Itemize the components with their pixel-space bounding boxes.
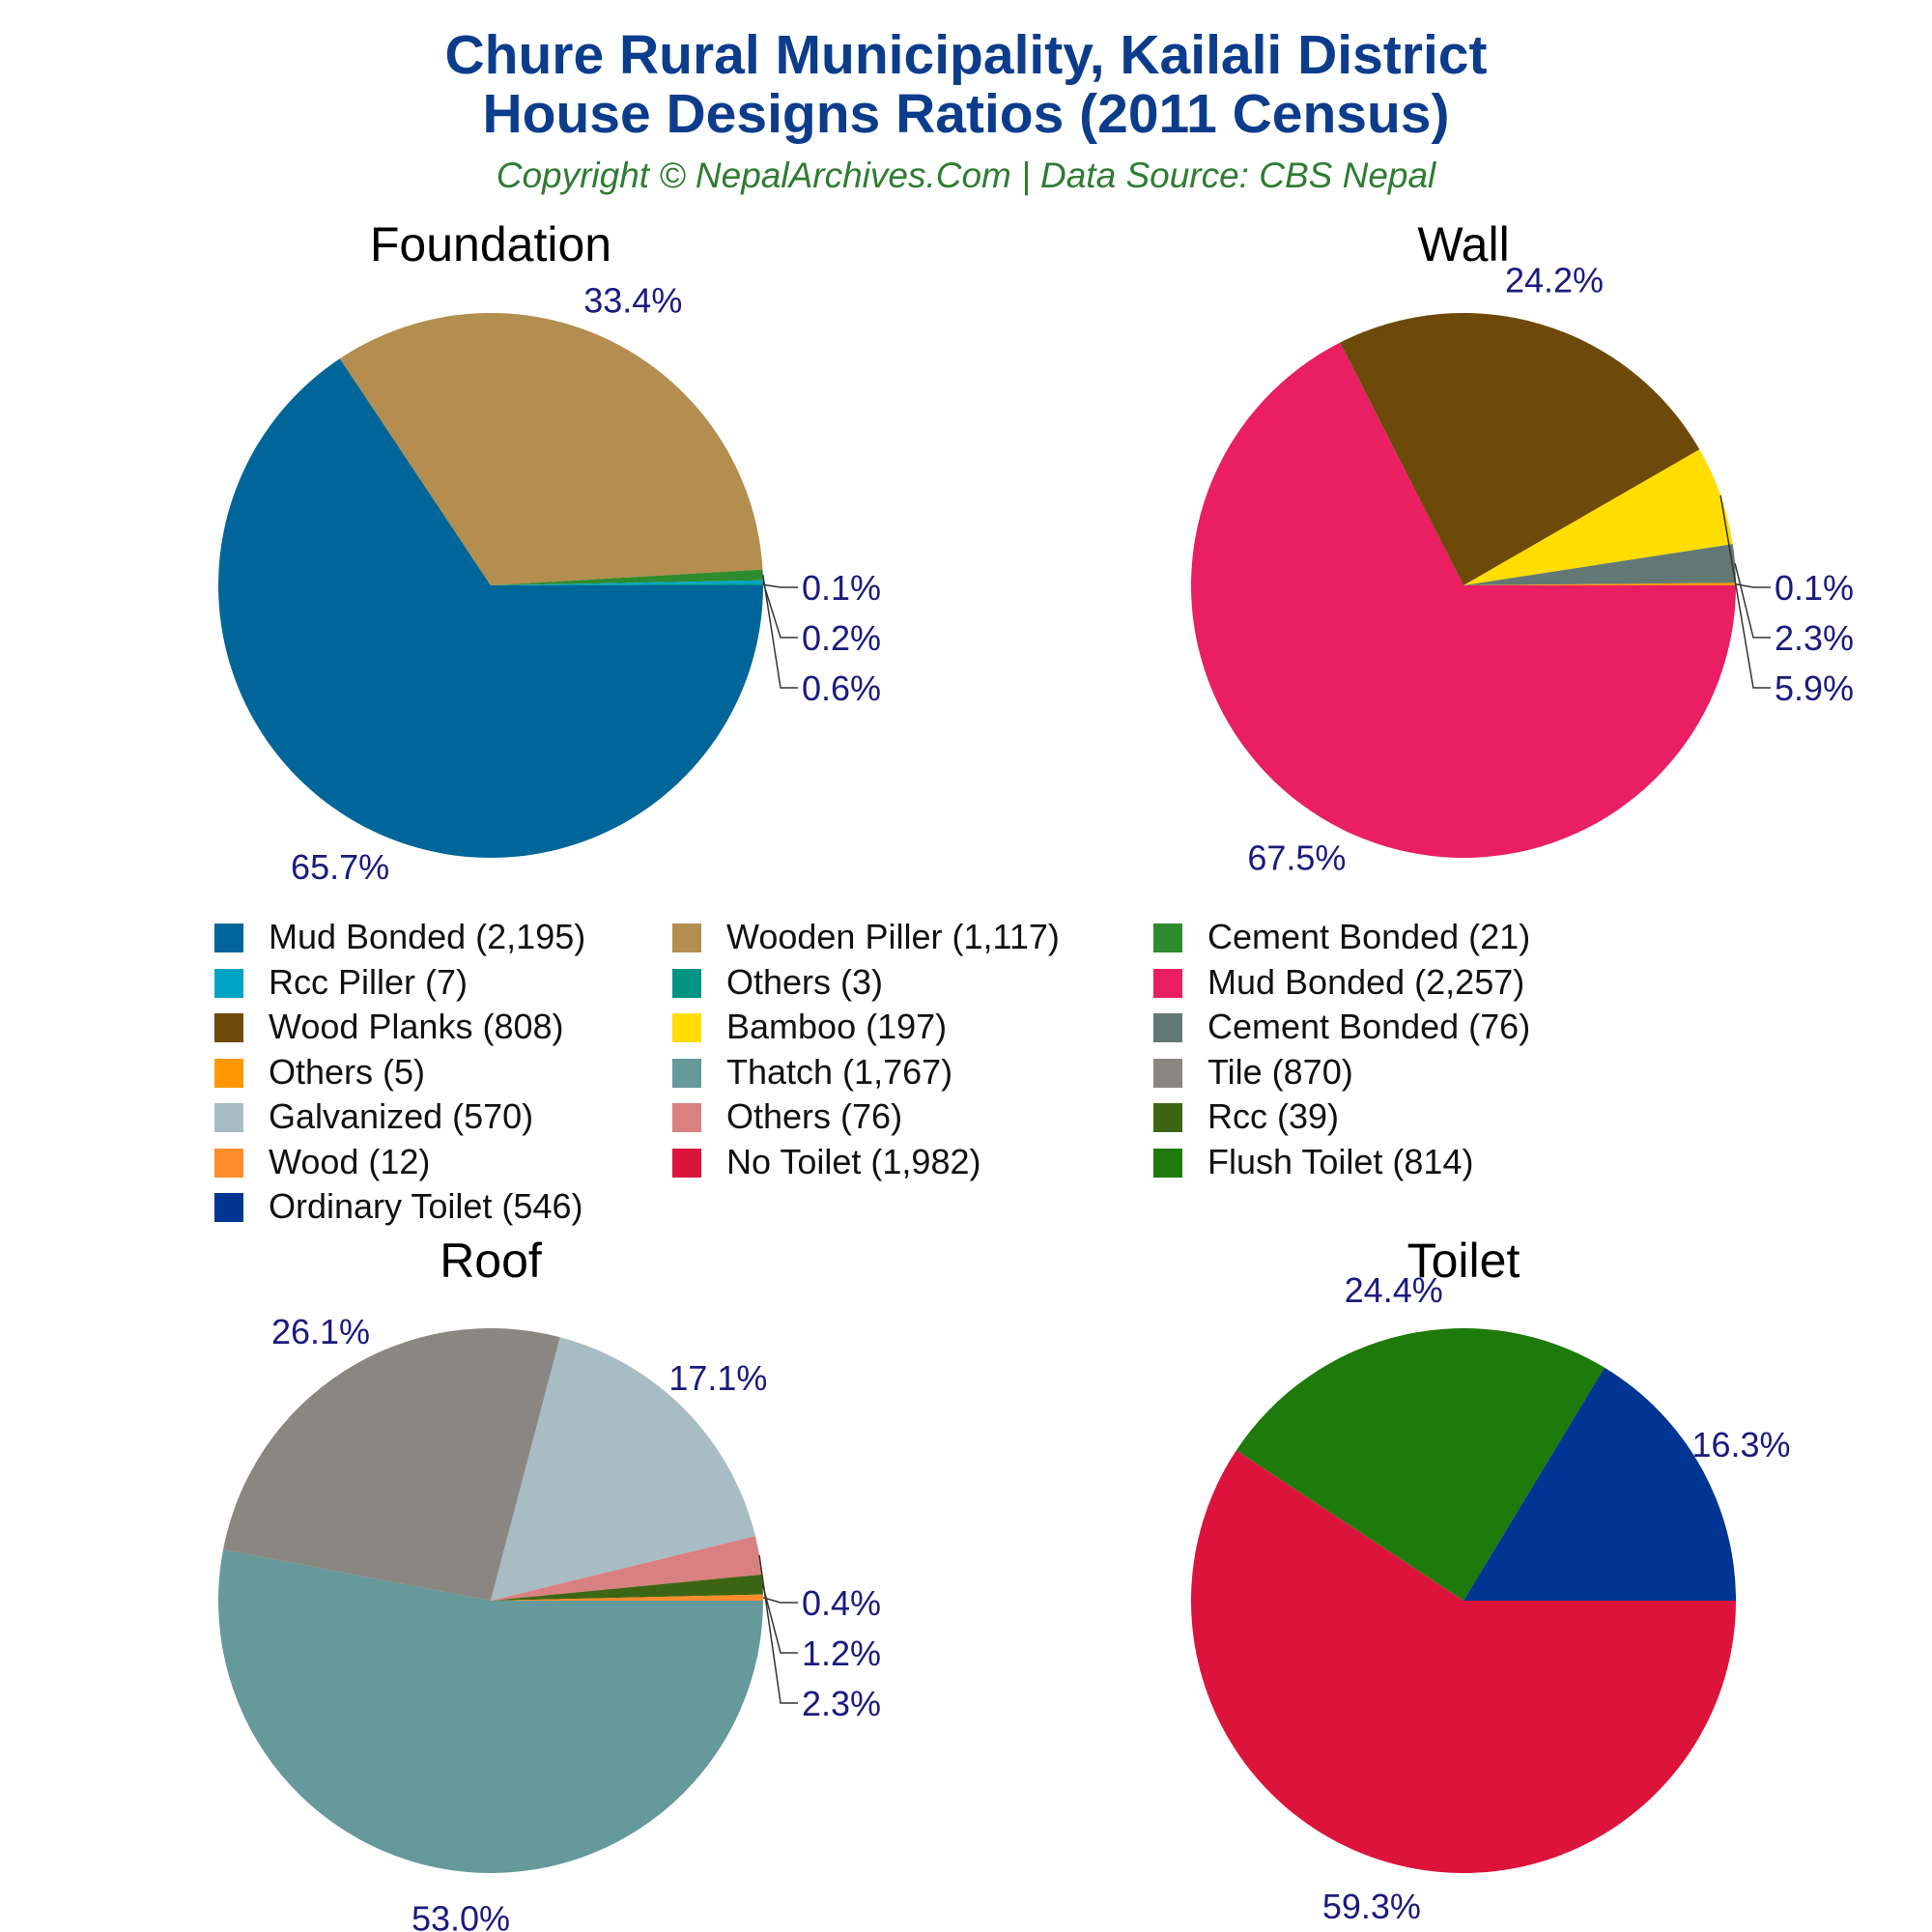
legend-swatch bbox=[214, 968, 243, 998]
foundation-pct-label: 33.4% bbox=[583, 281, 682, 321]
legend-label: Mud Bonded (2,195) bbox=[269, 917, 586, 956]
wall-leader-line bbox=[1735, 582, 1771, 588]
legend-swatch bbox=[1153, 1058, 1182, 1088]
wall-pct-label: 67.5% bbox=[1247, 838, 1346, 877]
legend-swatch bbox=[672, 1148, 701, 1178]
wall-slice-mud-bonded bbox=[1191, 342, 1736, 858]
roof-pct-label: 0.4% bbox=[802, 1583, 881, 1623]
legend-label: No Toilet (1,982) bbox=[726, 1141, 981, 1181]
foundation-pct-label: 0.2% bbox=[802, 618, 881, 658]
legend-label: Galvanized (570) bbox=[269, 1096, 534, 1136]
legend-swatch bbox=[672, 1103, 701, 1132]
roof-pct-label: 53.0% bbox=[412, 1899, 510, 1932]
wall-slice-wood-planks bbox=[1340, 313, 1700, 585]
legend-swatch bbox=[214, 1103, 243, 1132]
roof-leader-line bbox=[761, 1584, 798, 1654]
legend-label: Rcc Piller (7) bbox=[269, 961, 469, 1002]
legend-label: Tile (870) bbox=[1208, 1051, 1353, 1092]
roof-leader-line bbox=[758, 1554, 798, 1704]
legend-label: Others (76) bbox=[726, 1096, 903, 1136]
foundation-pct-label: 0.6% bbox=[802, 668, 881, 708]
roof-pct-label: 26.1% bbox=[271, 1312, 370, 1351]
toilet-pct-label: 59.3% bbox=[1322, 1887, 1421, 1926]
legend-label: Ordinary Toilet (546) bbox=[269, 1186, 583, 1226]
legend-swatch bbox=[672, 968, 701, 998]
foundation-leader-line bbox=[762, 583, 798, 588]
legend-swatch bbox=[214, 1013, 243, 1042]
foundation-leader-line bbox=[762, 574, 798, 689]
wall-chart-title: Wall bbox=[1417, 217, 1509, 271]
legend-swatch bbox=[214, 1193, 243, 1222]
wall-pct-label: 2.3% bbox=[1775, 618, 1854, 658]
legend-swatch bbox=[1153, 1103, 1182, 1132]
chart-title-line1: Chure Rural Municipality, Kailali Distri… bbox=[444, 24, 1488, 86]
toilet-slice-flush-toilet bbox=[1236, 1328, 1605, 1601]
foundation-slice-others bbox=[491, 583, 764, 585]
foundation-slice-rcc-piller bbox=[491, 580, 763, 585]
foundation-slice-cement-bonded bbox=[491, 569, 763, 585]
toilet-chart-title: Toilet bbox=[1407, 1234, 1520, 1288]
roof-slice-galvanized bbox=[491, 1337, 755, 1601]
legend-label: Wood Planks (808) bbox=[269, 1007, 564, 1046]
chart-subtitle: Copyright © NepalArchives.Com | Data Sou… bbox=[496, 156, 1436, 195]
wall-pct-label: 0.1% bbox=[1775, 568, 1854, 608]
legend-swatch bbox=[1153, 968, 1182, 998]
legend-swatch bbox=[1153, 1148, 1182, 1178]
roof-slice-tile bbox=[222, 1327, 560, 1601]
legend-label: Others (5) bbox=[269, 1051, 426, 1092]
roof-slice-thatch bbox=[217, 1549, 764, 1873]
roof-slice-others bbox=[491, 1536, 762, 1601]
legend-swatch bbox=[1153, 923, 1182, 952]
legend-swatch bbox=[672, 1013, 701, 1042]
legend-swatch bbox=[214, 923, 243, 952]
toilet-slice-no-toilet bbox=[1190, 1450, 1736, 1874]
wall-slice-bamboo bbox=[1463, 449, 1733, 585]
toilet-slice-ordinary-toilet bbox=[1463, 1367, 1736, 1601]
wall-slice-cement-bonded bbox=[1463, 544, 1736, 585]
foundation-slice-mud-bonded bbox=[217, 358, 764, 859]
foundation-leader-line bbox=[762, 582, 798, 639]
roof-pct-label: 2.3% bbox=[802, 1684, 881, 1723]
legend-swatch bbox=[1153, 1013, 1182, 1042]
toilet-pct-label: 24.4% bbox=[1345, 1270, 1443, 1310]
legend-swatch bbox=[214, 1148, 243, 1178]
toilet-pct-label: 16.3% bbox=[1691, 1425, 1790, 1464]
legend-label: Rcc (39) bbox=[1208, 1096, 1340, 1136]
wall-pct-label: 24.2% bbox=[1505, 261, 1604, 300]
wall-slice-others bbox=[1463, 582, 1736, 585]
roof-leader-line bbox=[762, 1597, 798, 1604]
legend-label: Wooden Piller (1,117) bbox=[726, 917, 1060, 956]
chart-title-line2: House Designs Ratios (2011 Census) bbox=[482, 83, 1450, 145]
legend-label: Thatch (1,767) bbox=[726, 1051, 953, 1092]
legend-swatch bbox=[672, 923, 701, 952]
legend-label: Flush Toilet (814) bbox=[1208, 1141, 1474, 1181]
foundation-slice-wooden-piller bbox=[339, 313, 763, 585]
legend-swatch bbox=[214, 1058, 243, 1088]
legend-label: Wood (12) bbox=[269, 1141, 431, 1181]
roof-slice-rcc bbox=[491, 1574, 763, 1601]
legend-label: Cement Bonded (21) bbox=[1208, 917, 1531, 956]
wall-leader-line bbox=[1734, 563, 1771, 639]
roof-chart-title: Roof bbox=[440, 1234, 542, 1288]
roof-pct-label: 1.2% bbox=[802, 1634, 881, 1673]
foundation-chart-title: Foundation bbox=[370, 217, 611, 271]
legend-label: Mud Bonded (2,257) bbox=[1208, 961, 1525, 1002]
legend-label: Others (3) bbox=[726, 961, 884, 1002]
roof-slice-wood bbox=[491, 1594, 763, 1601]
wall-leader-line bbox=[1719, 495, 1771, 689]
wall-pct-label: 5.9% bbox=[1775, 668, 1854, 708]
foundation-pct-label: 65.7% bbox=[291, 847, 389, 887]
legend-label: Cement Bonded (76) bbox=[1208, 1007, 1531, 1046]
foundation-pct-label: 0.1% bbox=[802, 568, 881, 608]
legend-swatch bbox=[672, 1058, 701, 1088]
legend-label: Bamboo (197) bbox=[726, 1007, 948, 1046]
roof-pct-label: 17.1% bbox=[668, 1358, 767, 1398]
